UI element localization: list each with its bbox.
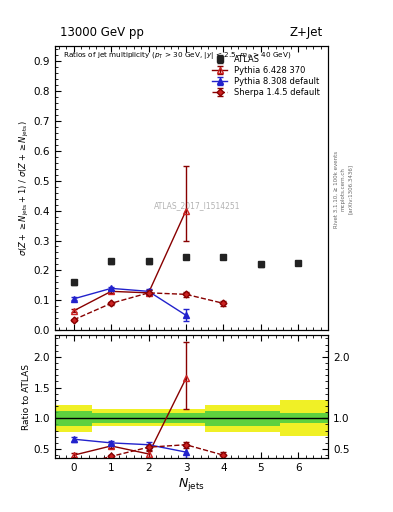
Text: [arXiv:1306.3436]: [arXiv:1306.3436] — [348, 164, 353, 215]
Y-axis label: Ratio to ATLAS: Ratio to ATLAS — [22, 364, 31, 430]
Text: 13000 GeV pp: 13000 GeV pp — [61, 26, 144, 39]
Text: ATLAS_2017_I1514251: ATLAS_2017_I1514251 — [154, 201, 240, 210]
Y-axis label: $\sigma(Z + \geq N_\mathrm{jets}+1)\ /\ \sigma(Z + \geq N_\mathrm{jets})$: $\sigma(Z + \geq N_\mathrm{jets}+1)\ /\ … — [18, 120, 31, 256]
Text: Rivet 3.1.10, ≥ 100k events: Rivet 3.1.10, ≥ 100k events — [334, 151, 338, 228]
Text: Ratios of jet multiplicity ($p_\mathrm{T}$ > 30 GeV, $|y|$ < 2.5, $m_{ll}$ > 40 : Ratios of jet multiplicity ($p_\mathrm{T… — [63, 50, 292, 61]
X-axis label: $N_\mathrm{jets}$: $N_\mathrm{jets}$ — [178, 476, 205, 493]
Text: Z+Jet: Z+Jet — [289, 26, 323, 39]
Legend: ATLAS, Pythia 6.428 370, Pythia 8.308 default, Sherpa 1.4.5 default: ATLAS, Pythia 6.428 370, Pythia 8.308 de… — [210, 53, 321, 99]
Text: mcplots.cern.ch: mcplots.cern.ch — [341, 167, 345, 211]
